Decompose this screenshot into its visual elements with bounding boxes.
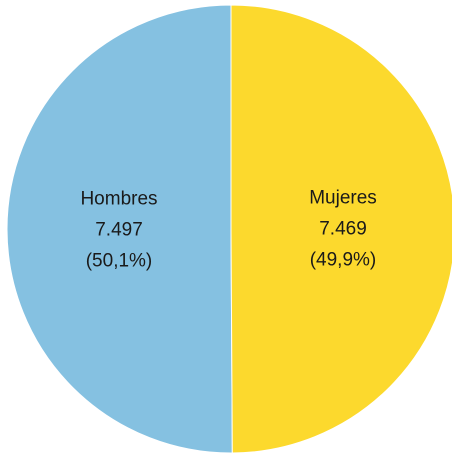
pie-labels: Hombres 7.497 (50,1%) Mujeres 7.469 (49,9%) xyxy=(80,188,376,272)
slice-category-label-mujeres: Mujeres xyxy=(309,188,377,209)
slice-category-label-hombres: Hombres xyxy=(80,188,157,209)
slice-value-label-mujeres: 7.469 xyxy=(319,219,367,240)
pie-slice-hombres xyxy=(6,4,233,454)
slice-percent-label-mujeres: (49,9%) xyxy=(310,250,377,271)
slice-percent-label-hombres: (50,1%) xyxy=(86,250,153,271)
slice-value-label-hombres: 7.497 xyxy=(95,219,143,240)
pie-slices xyxy=(6,4,452,454)
pie-slice-mujeres xyxy=(230,4,452,454)
